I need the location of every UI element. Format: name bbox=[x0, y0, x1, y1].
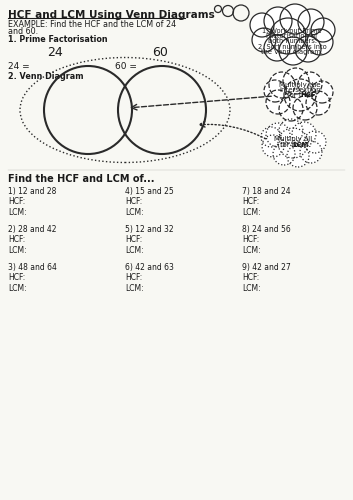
Circle shape bbox=[311, 81, 333, 103]
Circle shape bbox=[278, 128, 308, 158]
Text: for the: for the bbox=[280, 142, 306, 148]
Text: Multiply the: Multiply the bbox=[279, 82, 321, 88]
Text: Find the HCF and LCM of...: Find the HCF and LCM of... bbox=[8, 174, 155, 184]
Text: 1) 12 and 28: 1) 12 and 28 bbox=[8, 187, 56, 196]
Circle shape bbox=[283, 68, 309, 94]
Text: HCF and LCM Using Venn Diagrams: HCF and LCM Using Venn Diagrams bbox=[8, 10, 215, 20]
Circle shape bbox=[311, 18, 335, 42]
Circle shape bbox=[293, 96, 317, 120]
Text: LCM:: LCM: bbox=[8, 208, 26, 217]
Text: for the: for the bbox=[287, 92, 313, 98]
Text: LCM:: LCM: bbox=[8, 284, 26, 293]
Text: EXAMPLE: Find the HCF and the LCM of 24: EXAMPLE: Find the HCF and the LCM of 24 bbox=[8, 20, 176, 29]
Text: 2. Sort numbers into: 2. Sort numbers into bbox=[258, 44, 327, 50]
Circle shape bbox=[307, 29, 333, 55]
Text: 1. Prime Factorisation: 1. Prime Factorisation bbox=[8, 35, 108, 44]
Text: 3) 48 and 64: 3) 48 and 64 bbox=[8, 263, 57, 272]
Circle shape bbox=[270, 18, 306, 54]
Text: HCF:: HCF: bbox=[242, 235, 259, 244]
Text: Factorisation of: Factorisation of bbox=[266, 33, 318, 39]
Text: HCF:: HCF: bbox=[125, 235, 142, 244]
Circle shape bbox=[266, 123, 290, 147]
Circle shape bbox=[279, 37, 307, 65]
Text: 60: 60 bbox=[152, 46, 168, 59]
Text: HCF:: HCF: bbox=[8, 197, 25, 206]
Text: 6) 42 and 63: 6) 42 and 63 bbox=[125, 263, 174, 272]
Text: intersection: intersection bbox=[279, 87, 321, 93]
Text: LCM:: LCM: bbox=[125, 284, 144, 293]
Text: 2) 28 and 42: 2) 28 and 42 bbox=[8, 225, 56, 234]
Circle shape bbox=[280, 4, 310, 34]
Text: HCF:: HCF: bbox=[125, 273, 142, 282]
Text: 4) 15 and 25: 4) 15 and 25 bbox=[125, 187, 174, 196]
Circle shape bbox=[269, 72, 295, 98]
Circle shape bbox=[261, 127, 281, 147]
Circle shape bbox=[262, 135, 284, 157]
Circle shape bbox=[287, 145, 309, 167]
Text: LCM.: LCM. bbox=[292, 142, 312, 148]
Circle shape bbox=[300, 141, 322, 163]
Text: 24: 24 bbox=[47, 46, 63, 59]
Text: LCM:: LCM: bbox=[242, 284, 261, 293]
Text: 60 =: 60 = bbox=[115, 62, 137, 71]
Circle shape bbox=[250, 13, 274, 37]
Text: HCF:: HCF: bbox=[242, 197, 259, 206]
Text: 1. Work out Prime: 1. Work out Prime bbox=[262, 28, 322, 34]
Text: HCF.: HCF. bbox=[300, 92, 318, 98]
Circle shape bbox=[298, 9, 324, 35]
Text: 2. Venn Diagram: 2. Venn Diagram bbox=[8, 72, 84, 81]
Text: 9) 42 and 27: 9) 42 and 27 bbox=[242, 263, 291, 272]
Circle shape bbox=[264, 80, 286, 102]
Circle shape bbox=[298, 72, 322, 96]
Circle shape bbox=[279, 97, 303, 121]
Circle shape bbox=[304, 131, 326, 153]
Text: HCF:: HCF: bbox=[242, 273, 259, 282]
Circle shape bbox=[279, 119, 303, 143]
Text: HCF:: HCF: bbox=[8, 235, 25, 244]
Text: 5) 12 and 32: 5) 12 and 32 bbox=[125, 225, 174, 234]
Text: LCM:: LCM: bbox=[242, 208, 261, 217]
Text: LCM:: LCM: bbox=[125, 246, 144, 255]
Circle shape bbox=[292, 122, 316, 146]
Text: LCM:: LCM: bbox=[242, 246, 261, 255]
Circle shape bbox=[252, 28, 276, 52]
Text: HCF:: HCF: bbox=[8, 273, 25, 282]
Circle shape bbox=[264, 35, 290, 61]
Circle shape bbox=[284, 79, 316, 111]
Text: and 60.: and 60. bbox=[8, 27, 38, 36]
Text: 8) 24 and 56: 8) 24 and 56 bbox=[242, 225, 291, 234]
Circle shape bbox=[306, 91, 330, 115]
Circle shape bbox=[266, 90, 290, 114]
Text: LCM:: LCM: bbox=[125, 208, 144, 217]
Circle shape bbox=[273, 143, 295, 165]
Circle shape bbox=[264, 7, 292, 35]
Text: 7) 18 and 24: 7) 18 and 24 bbox=[242, 187, 291, 196]
Circle shape bbox=[295, 36, 321, 62]
Text: the Venn diagram.: the Venn diagram. bbox=[261, 49, 323, 55]
Text: both numbers.: both numbers. bbox=[268, 38, 317, 44]
Text: HCF:: HCF: bbox=[125, 197, 142, 206]
Text: LCM:: LCM: bbox=[8, 246, 26, 255]
Text: Multiply all: Multiply all bbox=[274, 136, 312, 142]
Text: 24 =: 24 = bbox=[8, 62, 30, 71]
